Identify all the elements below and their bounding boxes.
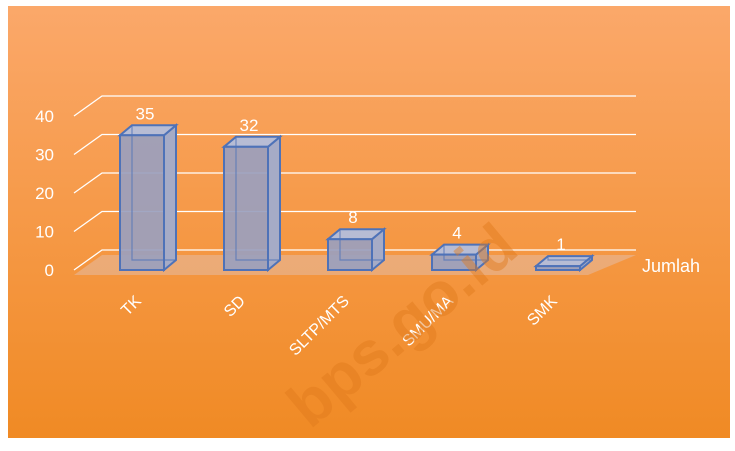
bar-back-edge: [235, 136, 280, 261]
bar-sd: [221, 134, 283, 273]
bar-back-edge: [443, 244, 488, 261]
bar-tk: [117, 123, 179, 273]
data-label: 1: [556, 235, 565, 254]
y-tick-label: 40: [35, 107, 54, 126]
bar-front: [535, 265, 581, 271]
data-label: 32: [240, 116, 259, 135]
y-tick-label: 20: [35, 184, 54, 203]
bar-front: [223, 145, 269, 271]
bar-front: [119, 134, 165, 271]
gridline: [73, 133, 636, 156]
bar-back-edge: [339, 229, 384, 261]
bar-smu-ma: [429, 242, 491, 273]
bar-back-edge: [131, 125, 176, 261]
bar-side: [163, 123, 177, 273]
bar-side: [267, 134, 281, 273]
bar-front: [431, 253, 477, 272]
legend-series-jumlah: Jumlah: [642, 256, 700, 276]
bar-sltp-mts: [325, 227, 387, 273]
y-tick-label: 10: [35, 223, 54, 242]
bar-back-edge: [547, 256, 592, 261]
bar-smk: [533, 254, 595, 273]
bar-front: [327, 238, 373, 271]
gridline: [73, 210, 636, 233]
gridline: [73, 172, 636, 194]
gridline: [73, 95, 636, 117]
y-tick-label: 30: [35, 146, 54, 165]
data-label: 35: [136, 104, 155, 123]
data-label: 4: [452, 224, 461, 243]
data-label: 8: [348, 208, 357, 227]
y-tick-label: 0: [45, 261, 54, 280]
